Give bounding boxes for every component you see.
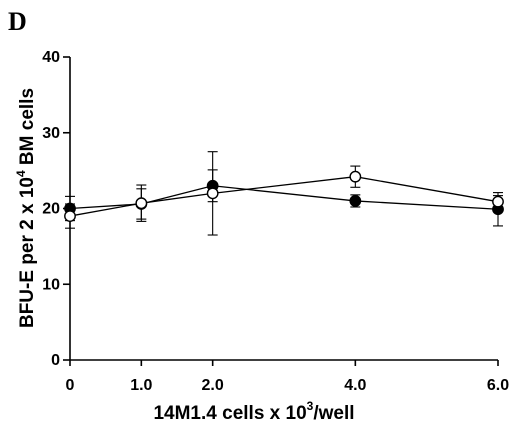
x-axis-label: 14M1.4 cells x 103/well xyxy=(153,399,354,424)
series-1-open-circle xyxy=(64,151,504,236)
series-1-point-0 xyxy=(64,210,76,222)
y-ticks: 0 10 20 30 40 xyxy=(42,49,70,369)
y-tick-label-1: 10 xyxy=(42,276,60,293)
x-axis-label-main: 14M1.4 cells x 10 xyxy=(153,403,306,424)
series-layer xyxy=(64,151,504,236)
y-tick-label-0: 0 xyxy=(51,352,60,369)
y-axis-label-tail: BM cells xyxy=(17,88,38,170)
x-ticks: 0 1.0 2.0 4.0 6.0 xyxy=(66,360,509,394)
series-1-point-3 xyxy=(349,170,362,183)
x-axis-label-tail: /well xyxy=(313,403,354,424)
y-tick-label-2: 20 xyxy=(42,201,60,218)
x-tick-label-4: 6.0 xyxy=(487,377,509,394)
panel-label: D xyxy=(8,7,27,36)
x-tick-label-2: 2.0 xyxy=(202,377,224,394)
y-axis-label: BFU-E per 2 x 104 BM cells xyxy=(14,88,38,328)
series-1-point-2 xyxy=(206,187,219,200)
x-tick-label-1: 1.0 xyxy=(130,377,152,394)
axes xyxy=(69,57,498,361)
series-0-filled-circle xyxy=(64,169,504,227)
y-tick-label-4: 40 xyxy=(42,49,60,66)
x-axis-label-exponent: 3 xyxy=(307,399,314,413)
series-0-line xyxy=(69,185,499,210)
x-tick-label-0: 0 xyxy=(66,377,75,394)
series-1-point-4 xyxy=(492,195,504,208)
series-1-point-1 xyxy=(135,197,148,210)
x-tick-label-3: 4.0 xyxy=(344,377,366,394)
series-1-line xyxy=(69,176,499,217)
series-0-point-3 xyxy=(349,195,362,207)
y-axis-label-main: BFU-E per 2 x 10 xyxy=(17,177,38,328)
y-axis-label-exponent: 4 xyxy=(14,170,28,177)
y-tick-label-3: 30 xyxy=(42,125,60,142)
